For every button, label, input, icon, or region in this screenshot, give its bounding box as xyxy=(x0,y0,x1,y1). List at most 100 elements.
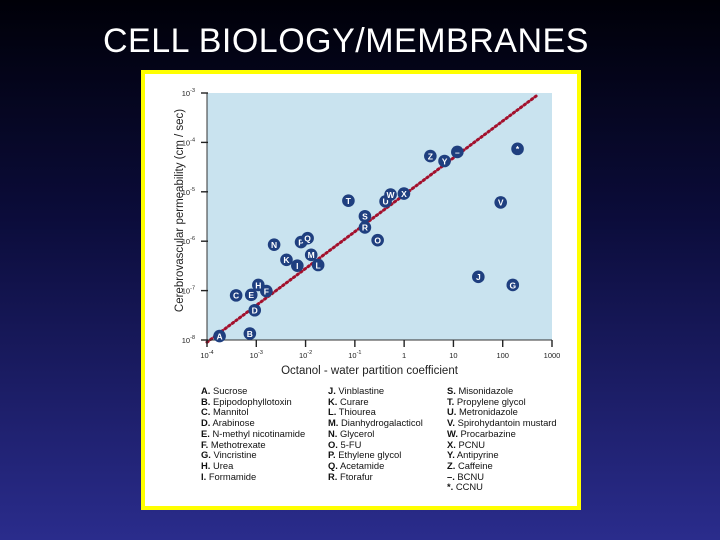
legend-key: C. xyxy=(201,406,211,418)
data-point-marker xyxy=(243,327,257,340)
data-point: E xyxy=(244,288,258,302)
legend-entry: Z. Caffeine xyxy=(447,459,557,472)
data-point-marker xyxy=(424,149,437,163)
figure-frame: 10-3 10-4 10-5 10-6 10-7 10-8 10-4 10-3 10-2 10-1… xyxy=(141,70,581,510)
data-point-label: W xyxy=(387,190,396,200)
legend-name: Ethylene glycol xyxy=(335,449,402,461)
legend-key: P. xyxy=(328,449,336,461)
legend-name: Dianhydrogalacticol xyxy=(338,417,423,429)
fit-line xyxy=(205,93,539,344)
legend-entry: N. Glycerol xyxy=(328,427,423,440)
data-point-label: C xyxy=(233,291,239,301)
x-tick-label: 100 xyxy=(496,351,509,360)
x-tick-label: 1000 xyxy=(544,351,561,360)
data-point: Z xyxy=(424,149,437,163)
data-point: J xyxy=(472,270,485,284)
legend-name: BCNU xyxy=(454,470,484,482)
legend-name: Spirohydantoin mustard xyxy=(455,417,557,429)
x-tick-label: 10-2 xyxy=(299,350,312,360)
legend-key: B. xyxy=(201,395,211,407)
x-tick-label: 1 xyxy=(402,351,406,360)
legend-name: Caffeine xyxy=(455,459,493,471)
legend-key: R. xyxy=(328,470,338,482)
legend-key: L. xyxy=(328,406,337,418)
legend-name: Procarbazine xyxy=(457,427,516,439)
legend-name: Vincristine xyxy=(210,449,257,461)
legend-key: W. xyxy=(447,427,458,439)
data-point: B xyxy=(243,327,257,340)
y-tick-label: 10-7 xyxy=(182,286,195,296)
legend-key: Z. xyxy=(447,459,456,471)
y-tick-label: 10-8 xyxy=(182,335,195,345)
data-point-label: F xyxy=(264,286,269,296)
x-axis-title: Octanol - water partition coefficient xyxy=(281,365,459,377)
legend-name: Curare xyxy=(337,395,369,407)
data-point-marker xyxy=(342,194,355,208)
data-point-label: H xyxy=(255,280,261,290)
data-point: H xyxy=(252,278,265,292)
legend-name: Propylene glycol xyxy=(454,395,526,407)
legend-key: S. xyxy=(447,385,456,396)
slide-title: CELL BIOLOGY/MEMBRANES xyxy=(103,22,589,60)
data-point-marker xyxy=(511,142,524,156)
legend-name: Vinblastine xyxy=(335,385,385,396)
legend-key: D. xyxy=(201,417,211,429)
data-point-label: – xyxy=(455,147,460,157)
data-point: C xyxy=(229,289,243,302)
data-point-marker xyxy=(472,270,485,284)
legend-key: V. xyxy=(447,417,455,429)
data-point-label: Z xyxy=(428,151,433,161)
data-point: T xyxy=(342,194,355,208)
legend-key: X. xyxy=(447,438,456,450)
legend-entry: L. Thiourea xyxy=(328,407,423,418)
legend-key: O. xyxy=(328,438,338,450)
data-point-label: E xyxy=(248,290,254,300)
legend-key: U. xyxy=(447,406,457,418)
legend-entry: A. Sucrose xyxy=(201,385,305,397)
data-point-marker xyxy=(248,303,262,317)
y-tick-label: 10-4 xyxy=(182,137,195,147)
data-point-label: N xyxy=(271,240,277,250)
data-point: * xyxy=(511,142,524,156)
data-point-label: K xyxy=(283,255,290,265)
x-tick-label: 10 xyxy=(449,351,457,360)
data-point-label: T xyxy=(346,196,352,206)
legend-entry: H. Urea xyxy=(201,459,305,472)
legend-column-2: J. Vinblastine K. Curare L. Thiourea M. Dia… xyxy=(328,385,423,483)
data-point-marker xyxy=(252,278,265,292)
data-point-label: * xyxy=(516,144,520,154)
legend-key: –. xyxy=(447,470,455,482)
x-tick-label: 10-3 xyxy=(250,350,263,360)
legend-name: Ftorafur xyxy=(337,470,373,482)
data-point-marker xyxy=(397,187,411,200)
data-point-marker xyxy=(304,248,318,262)
data-point-label: Y xyxy=(442,156,448,166)
legend-name: Urea xyxy=(210,459,234,471)
y-tick-label: 10-3 xyxy=(182,88,195,98)
legend-name: Glycerol xyxy=(337,427,375,439)
data-point: A xyxy=(213,329,226,343)
x-tick-label: 10-4 xyxy=(200,350,213,360)
legend-entry: C. Mannitol xyxy=(201,407,305,418)
data-point: I xyxy=(291,259,304,272)
legend-entry: *. CCNU xyxy=(447,481,557,493)
data-point-marker xyxy=(358,221,372,234)
data-point: N xyxy=(267,238,281,251)
data-point: Y xyxy=(438,154,451,168)
data-point-marker xyxy=(213,329,226,343)
legend-entry: R. Ftorafur xyxy=(328,470,423,483)
legend-key: N. xyxy=(328,427,338,439)
legend-entry: U. Metronidazole xyxy=(447,407,557,418)
data-point-label: U xyxy=(383,197,389,207)
data-point-label: X xyxy=(401,189,407,199)
data-point-marker xyxy=(244,288,258,302)
legend-name: Methotrexate xyxy=(208,438,266,450)
legend-key: E. xyxy=(201,427,210,439)
data-point-label: P xyxy=(298,237,304,247)
legend-name: Mannitol xyxy=(210,406,249,418)
data-point: O xyxy=(371,233,384,247)
data-point-marker xyxy=(451,145,464,159)
data-point-label: I xyxy=(296,261,298,271)
legend-entry: F. Methotrexate xyxy=(201,438,305,451)
legend-name: Metronidazole xyxy=(456,406,518,418)
